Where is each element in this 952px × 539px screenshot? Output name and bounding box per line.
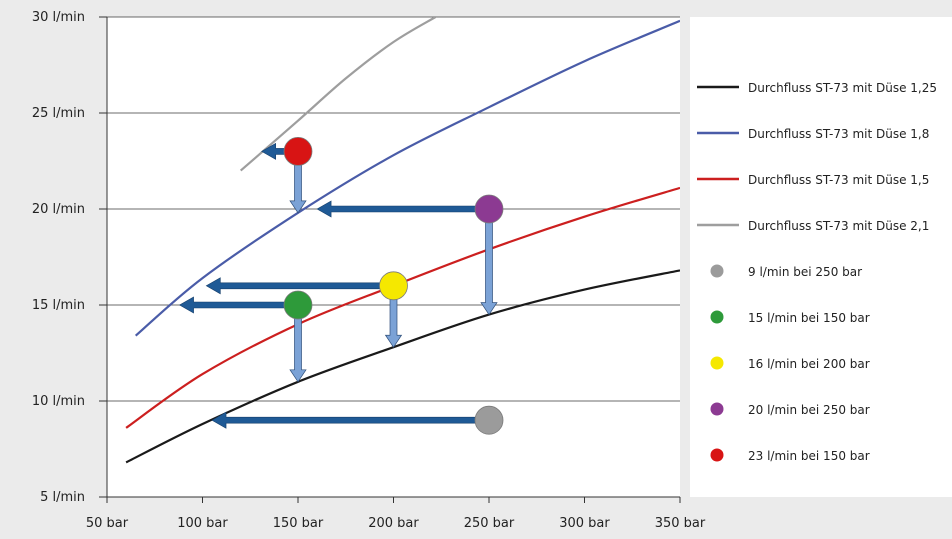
x-tick-label: 100 bar <box>177 516 228 531</box>
series-line <box>134 19 680 337</box>
plot-area <box>107 17 680 497</box>
legend-label: Durchfluss ST-73 mit Düse 1,25 <box>748 81 937 95</box>
legend-label: Durchfluss ST-73 mit Düse 1,5 <box>748 173 929 187</box>
data-point-marker <box>283 290 313 320</box>
data-point-marker <box>379 271 408 301</box>
y-tick-label: 20 l/min <box>32 202 85 217</box>
x-tick-label: 300 bar <box>559 516 610 531</box>
legend-area <box>690 17 952 497</box>
x-tick-label: 150 bar <box>273 516 324 531</box>
x-tick-label: 250 bar <box>464 516 515 531</box>
legend-label: 20 l/min bei 250 bar <box>748 403 870 417</box>
y-tick-label: 10 l/min <box>32 394 85 409</box>
y-tick-label: 15 l/min <box>32 298 85 313</box>
arrow-left <box>316 200 490 218</box>
data-point-marker <box>283 136 313 166</box>
series-line <box>239 17 437 172</box>
arrow-left <box>205 277 394 295</box>
y-tick-label: 30 l/min <box>32 10 85 25</box>
data-point-marker <box>474 405 504 435</box>
legend-label: 16 l/min bei 200 bar <box>748 357 870 371</box>
x-tick-label: 50 bar <box>86 516 129 531</box>
legend-label: 9 l/min bei 250 bar <box>748 265 862 279</box>
x-tick-label: 200 bar <box>368 516 419 531</box>
legend-label: Durchfluss ST-73 mit Düse 2,1 <box>748 219 929 233</box>
arrow-left <box>211 411 490 429</box>
x-tick-label: 350 bar <box>655 516 706 531</box>
legend-marker-swatch <box>710 310 724 324</box>
legend-marker-swatch <box>710 356 724 370</box>
data-point-marker <box>474 194 504 224</box>
y-tick-label: 5 l/min <box>40 490 85 505</box>
arrow-left <box>178 296 299 314</box>
legend-label: 23 l/min bei 150 bar <box>748 449 870 463</box>
arrow-down <box>480 208 498 316</box>
y-tick-label: 25 l/min <box>32 106 85 121</box>
legend-label: 15 l/min bei 150 bar <box>748 311 870 325</box>
legend-label: Durchfluss ST-73 mit Düse 1,8 <box>748 127 929 141</box>
legend-marker-swatch <box>710 264 724 278</box>
legend-marker-swatch <box>710 402 724 416</box>
legend-marker-swatch <box>710 448 724 462</box>
